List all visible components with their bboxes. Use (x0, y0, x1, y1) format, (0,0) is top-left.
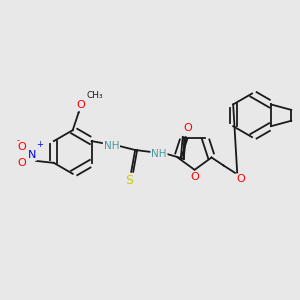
Text: O: O (183, 123, 192, 133)
Text: O: O (190, 172, 199, 182)
Text: S: S (125, 174, 133, 187)
Text: CH₃: CH₃ (87, 92, 103, 100)
Text: +: + (36, 140, 43, 149)
Text: O: O (236, 174, 245, 184)
Text: N: N (28, 150, 36, 160)
Text: O: O (18, 158, 26, 168)
Text: O: O (76, 100, 85, 110)
Text: -: - (16, 136, 19, 145)
Text: O: O (18, 142, 26, 152)
Text: NH: NH (151, 149, 167, 159)
Text: NH: NH (104, 141, 119, 151)
